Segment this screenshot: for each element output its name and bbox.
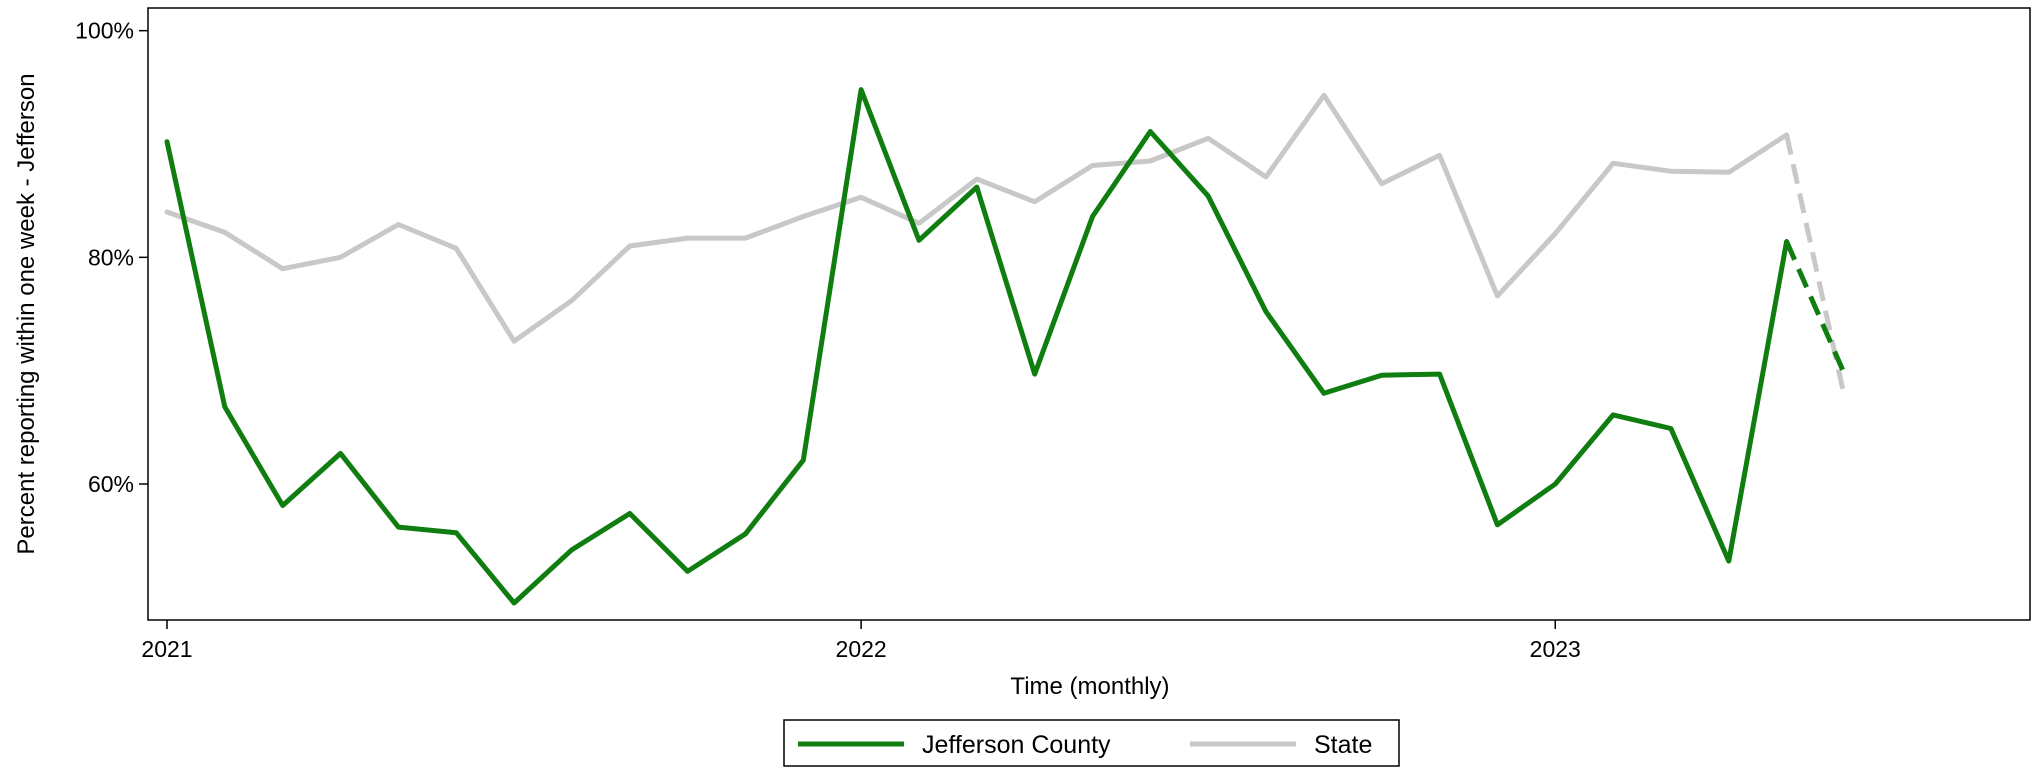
y-tick-label: 100% xyxy=(75,18,134,44)
series-lines xyxy=(164,87,1847,606)
series-line-state xyxy=(164,92,1790,344)
y-tick-label: 80% xyxy=(88,244,134,270)
series-line-jefferson-county xyxy=(164,87,1790,606)
x-axis-title: Time (monthly) xyxy=(1010,673,1169,700)
legend: Jefferson County State xyxy=(783,719,1400,767)
x-tick-label: 2023 xyxy=(1530,636,1581,662)
legend-label-state: State xyxy=(1314,731,1372,759)
series-line-jefferson-county-dashed xyxy=(1784,240,1847,376)
y-axis: 60% 80% 100% xyxy=(75,18,148,497)
x-axis: 2021 2022 2023 xyxy=(141,620,1581,662)
plot-frame xyxy=(147,7,2031,621)
y-tick-label: 60% xyxy=(88,471,134,497)
legend-label-jefferson: Jefferson County xyxy=(922,731,1111,759)
x-tick-label: 2022 xyxy=(836,636,887,662)
y-axis-title: Percent reporting within one week - Jeff… xyxy=(13,73,40,554)
x-tick-label: 2021 xyxy=(141,636,192,662)
